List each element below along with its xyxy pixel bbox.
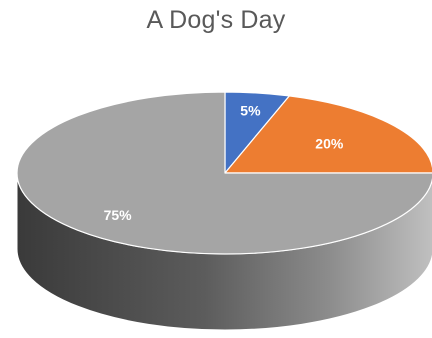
- chart-title: A Dog's Day: [146, 6, 286, 34]
- pie-data-labels: 5% 20% 75%: [104, 103, 344, 223]
- data-label-5: 5%: [240, 103, 261, 119]
- pie-top-faces: [16, 91, 432, 255]
- data-label-20: 20%: [315, 136, 344, 152]
- data-label-75: 75%: [104, 207, 133, 223]
- pie-slice-75: [16, 91, 432, 255]
- pie-slice-20: [224, 95, 432, 174]
